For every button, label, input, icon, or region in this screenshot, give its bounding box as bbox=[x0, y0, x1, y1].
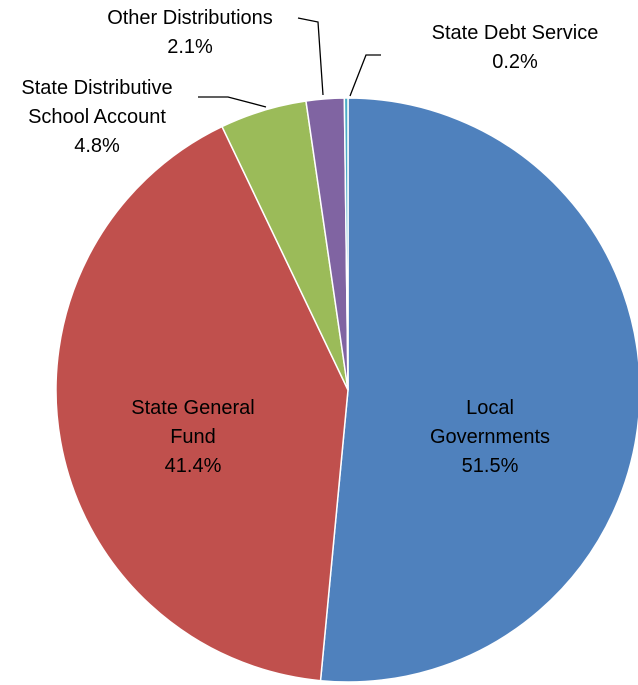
value-label: 4.8% bbox=[74, 135, 120, 157]
category-label: State Debt Service bbox=[431, 22, 599, 44]
value-label: 51.5% bbox=[461, 455, 519, 477]
slice-label: Local Governments 51.5% bbox=[405, 394, 575, 481]
category-label: Local Governments bbox=[429, 397, 551, 448]
slice-label: Other Distributions 2.1% bbox=[85, 4, 295, 62]
category-label: Other Distributions bbox=[107, 7, 273, 29]
leader-line bbox=[198, 96, 267, 108]
slice-label: State General Fund 41.4% bbox=[108, 394, 278, 481]
value-label: 0.2% bbox=[492, 51, 538, 73]
category-label: State General Fund bbox=[131, 397, 255, 448]
category-label: State Distributive School Account bbox=[21, 77, 173, 128]
leader-line bbox=[297, 17, 324, 96]
value-label: 41.4% bbox=[164, 455, 222, 477]
pie-slice bbox=[343, 97, 349, 391]
pie-slice bbox=[55, 125, 349, 682]
slice-label: State Distributive School Account 4.8% bbox=[0, 74, 197, 161]
leader-line bbox=[349, 54, 381, 97]
pie-slice bbox=[319, 97, 638, 683]
value-label: 2.1% bbox=[167, 36, 213, 58]
slice-label: State Debt Service 0.2% bbox=[405, 19, 625, 77]
slices bbox=[55, 97, 638, 683]
